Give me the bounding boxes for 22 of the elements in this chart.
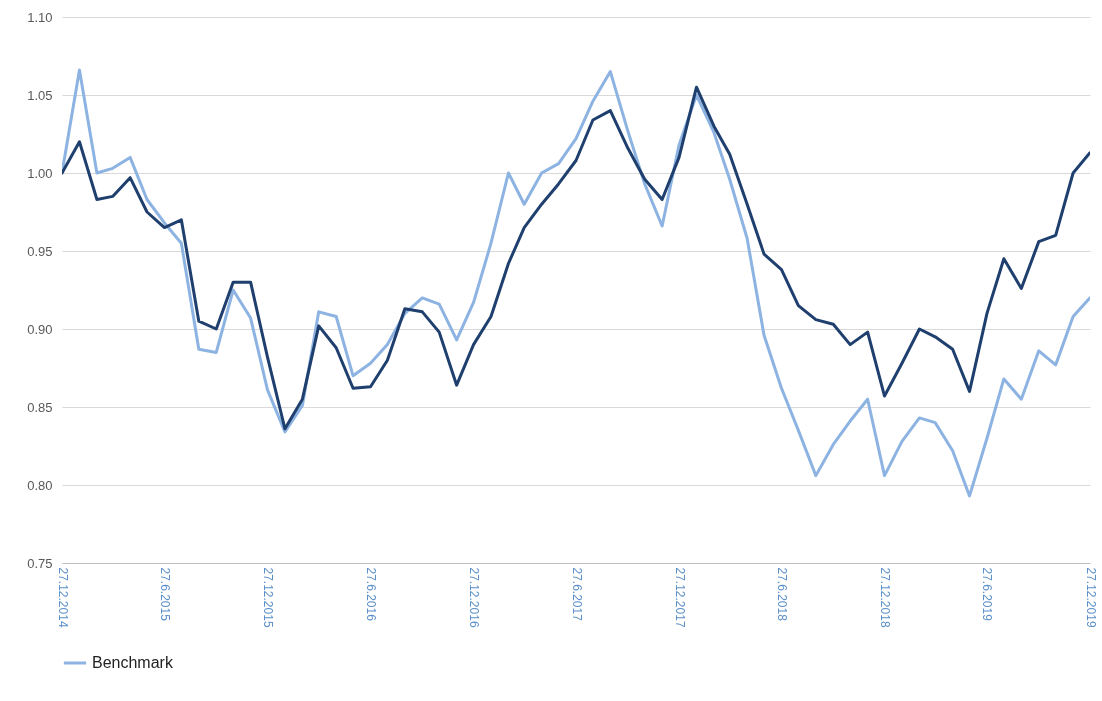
x-tick-label: 27.12.2016 <box>467 567 482 628</box>
y-tick-label: 1.00 <box>27 165 53 181</box>
x-tick-label: 27.6.2018 <box>774 567 789 622</box>
x-tick-label: 27.6.2017 <box>569 567 584 622</box>
y-tick-label: 0.80 <box>27 477 53 493</box>
legend-label: Benchmark <box>92 654 174 671</box>
x-tick-label: 27.12.2017 <box>672 567 687 628</box>
x-tick-label: 27.12.2019 <box>1083 567 1098 628</box>
x-tick-label: 27.12.2015 <box>260 567 275 628</box>
x-tick-label: 27.6.2016 <box>364 567 379 622</box>
y-tick-label: 0.85 <box>27 399 53 415</box>
x-tick-label: 27.6.2015 <box>157 567 172 622</box>
line-series <box>62 85 1090 431</box>
y-tick-label: 0.90 <box>27 321 53 337</box>
x-tick-label: 27.6.2019 <box>980 567 995 622</box>
y-tick-label: 1.05 <box>27 87 53 103</box>
y-tick-label: 1.10 <box>27 9 53 25</box>
line-series <box>62 68 1090 498</box>
y-tick-label: 0.95 <box>27 243 53 259</box>
x-tick-label: 27.12.2014 <box>55 567 70 628</box>
x-tick-label: 27.12.2018 <box>878 567 893 628</box>
y-tick-label: 0.75 <box>27 555 53 571</box>
